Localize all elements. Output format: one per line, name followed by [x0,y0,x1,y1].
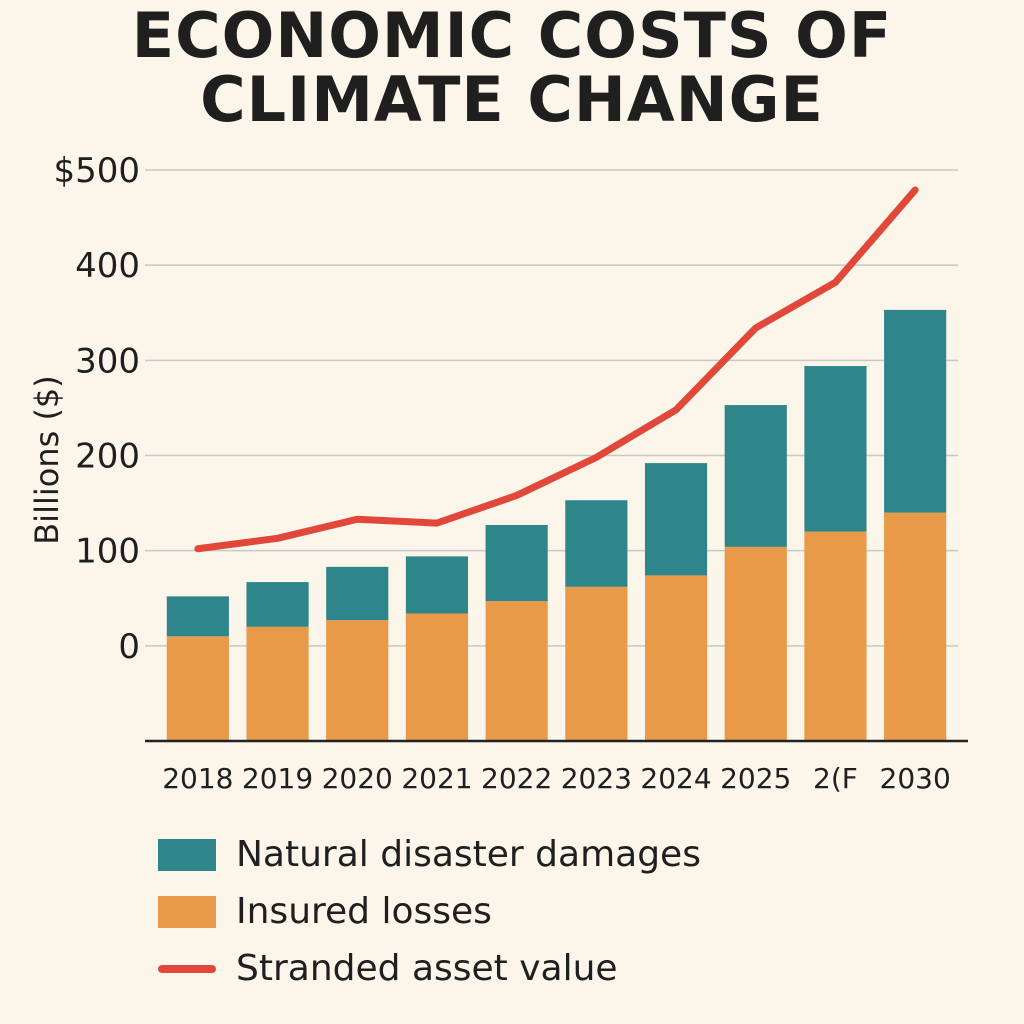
bar-natural-2022 [485,524,548,602]
legend-swatch-stranded [158,964,216,973]
chart-title-line-2: CLIMATE CHANGE [200,63,824,136]
legend-item-natural: Natural disaster damages [158,826,858,883]
x-tick-label-2021: 2021 [401,762,472,795]
y-axis-title: Billions ($) [28,375,66,545]
bar-natural-2024 [644,463,708,576]
legend-item-stranded: Stranded asset value [158,940,858,997]
y-tick-label-100: 100 [75,532,140,572]
x-tick-label-2020: 2020 [322,762,393,795]
chart-title-line-1: ECONOMIC COSTS OF [131,0,893,72]
legend-label-stranded: Stranded asset value [236,948,618,989]
y-tick-label-0: 0 [118,627,140,667]
line-stranded-asset-value [194,186,919,553]
bar-insured-2030 [884,512,947,741]
x-tick-label-2019: 2019 [242,762,313,795]
legend-label-insured: Insured losses [236,891,492,932]
bar-insured-2023 [565,586,628,741]
bar-insured-2(F [804,531,867,741]
y-tick-label-200: 200 [75,437,140,477]
y-tick-label-300: 300 [75,341,140,381]
x-tick-label-2(F: 2(F [813,762,858,795]
bar-natural-2030 [884,309,947,513]
bar-insured-2020 [326,620,389,741]
bar-insured-2025 [724,546,787,741]
bar-natural-2021 [405,556,469,614]
x-tick-label-2025: 2025 [720,762,791,795]
bar-insured-2022 [485,601,548,741]
legend-label-natural: Natural disaster damages [236,834,701,875]
legend-swatch-natural [158,838,216,871]
bar-insured-2021 [405,613,469,741]
bar-insured-2024 [644,575,708,741]
legend-swatch-insured [158,895,216,928]
bar-insured-2019 [246,626,309,741]
x-tick-label-2024: 2024 [640,762,711,795]
chart-title: ECONOMIC COSTS OF CLIMATE CHANGE [0,4,1024,132]
bar-natural-2019 [246,582,309,627]
bar-natural-2020 [326,566,389,621]
bar-insured-2018 [166,636,229,741]
y-tick-label-400: 400 [75,246,140,286]
x-tick-label-2030: 2030 [880,762,951,795]
bar-natural-2023 [565,500,628,587]
bar-natural-2018 [166,596,229,637]
x-tick-label-2022: 2022 [481,762,552,795]
bar-natural-2(F [804,366,867,532]
x-tick-label-2018: 2018 [162,762,233,795]
x-tick-label-2023: 2023 [561,762,632,795]
bar-natural-2025 [724,405,787,547]
legend-item-insured: Insured losses [158,883,858,940]
legend: Natural disaster damages Insured losses … [158,826,858,997]
y-tick-label-500: $500 [53,151,140,191]
chart-svg: 0 100 200 300 400 $500 Billions ($) 2018 2019 202… [28,151,968,795]
